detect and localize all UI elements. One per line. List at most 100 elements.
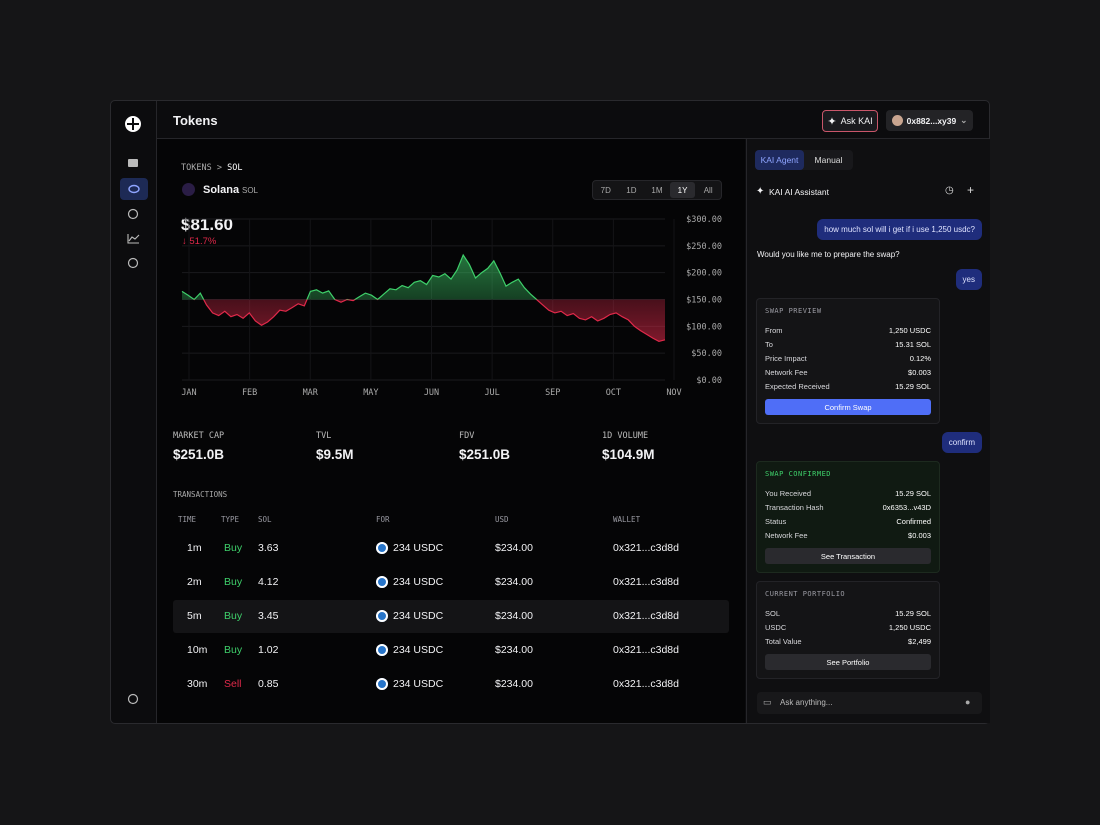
price-change-value: 51.7% [189,236,217,247]
y-tick-label: $0.00 [696,376,722,386]
user-message: how much sol will i get if i use 1,250 u… [817,219,982,240]
tab[interactable]: KAI Agent [755,150,804,170]
breadcrumb-root: TOKENS > [181,163,222,173]
range-selector: 7D 1D 1M 1Y All [592,180,722,200]
token-symbol: SOL [242,186,259,195]
usd-amount-cell: $234.00 [495,542,533,554]
tab[interactable]: Manual [814,155,843,165]
price-line-up [181,253,538,300]
for-amount-cell: 234 USDC [393,576,444,588]
x-tick-label: FEB [242,388,257,398]
nav-nft[interactable] [127,208,139,220]
for-amount-cell: 234 USDC [393,610,444,622]
breadcrumb: TOKENS > SOL [181,163,242,173]
stat-label: MARKET CAP [173,431,225,441]
nav-settings[interactable] [127,693,139,705]
card-row-label: Price Impact [765,353,807,363]
row-highlight [173,600,729,633]
card-row: Network Fee $0.003 [765,528,931,542]
message-card: SWAP PREVIEW From 1,250 USDC To 15.31 SOL Pri… [756,298,940,424]
card-button[interactable]: Confirm Swap [765,399,931,415]
ask-kai-button[interactable]: ✦ Ask KAI [822,110,878,132]
card-row: Status Confirmed [765,514,931,528]
area-up [182,255,665,300]
column-header: TYPE [221,515,240,524]
wallet-address: 0x882...xy39 [906,115,957,126]
usdc-icon [376,610,388,622]
token-name: Solana [203,184,240,196]
card-row-value: $0.003 [908,530,931,540]
card-row-value: 15.29 SOL [895,608,931,618]
card-row-label: SOL [765,608,781,618]
card-row: SOL 15.29 SOL [765,606,931,620]
history-icon[interactable]: ◷ [945,185,954,196]
card-row-value: $2,499 [908,636,931,646]
range-button[interactable]: 7D [600,185,611,195]
page-title: Tokens [173,113,218,128]
range-button[interactable]: 1M [651,185,663,195]
breadcrumb-current: SOL [227,163,243,173]
chat-input[interactable]: ▭ Ask anything... ● [757,692,982,714]
card-row-label: To [765,339,773,349]
y-tick-label: $150.00 [686,296,722,306]
range-button[interactable]: All [703,185,713,195]
nav-tokens[interactable] [128,184,140,194]
assistant-message: Would you like me to prepare the swap? [757,250,900,259]
sol-amount-cell: 3.63 [258,542,279,554]
header [157,101,989,139]
chevron: ⌄ [960,115,968,125]
time-cell: 30m [187,678,208,690]
type-cell: Buy [224,542,243,554]
mic-icon[interactable]: ● [965,697,971,707]
for-amount-cell: 234 USDC [393,678,444,690]
price-change: ↓ 51.7% [182,236,216,247]
type-cell: Buy [224,610,243,622]
card-button[interactable]: See Portfolio [765,654,931,670]
card-row-value: 0x6353...v43D [882,502,931,512]
wallet-cell: 0x321...c3d8d [613,576,679,588]
card-row: Price Impact 0.12% [765,351,931,365]
card-row: Network Fee $0.003 [765,365,931,379]
stat-value: $9.5M [316,447,354,462]
attach-icon[interactable]: ▭ [763,697,772,707]
usdc-icon [376,576,388,588]
card-row-label: Expected Received [765,381,830,391]
card-row: Total Value $2,499 [765,634,931,648]
card-row-value: Confirmed [896,516,931,526]
nav-chart[interactable] [127,234,140,244]
solana-icon [182,183,195,196]
card-button[interactable]: See Transaction [765,548,931,564]
card-row: To 15.31 SOL [765,337,931,351]
nav-history[interactable] [127,257,139,269]
card-row-label: Transaction Hash [765,502,824,512]
time-cell: 10m [187,644,208,656]
column-header: FOR [376,515,390,524]
card-row-value: 15.31 SOL [895,339,931,349]
y-tick-label: $200.00 [686,269,722,279]
range-button[interactable]: 1D [626,185,637,195]
usdc-icon [376,542,388,554]
for-amount-cell: 234 USDC [393,542,444,554]
type-cell: Buy [224,576,243,588]
y-tick-label: $300.00 [686,215,722,225]
x-tick-label: JUL [484,388,499,398]
nav-wallet[interactable] [128,159,138,167]
usd-amount-cell: $234.00 [495,678,533,690]
sidebar [111,101,157,723]
card-row-value: 15.29 SOL [895,488,931,498]
x-tick-label: JAN [181,388,196,398]
wallet-cell: 0x321...c3d8d [613,644,679,656]
wallet-cell: 0x321...c3d8d [613,542,679,554]
time-cell: 2m [187,576,202,588]
assistant-tabs: KAI Agent Manual [755,150,853,170]
price-line-down [193,299,666,343]
type-cell: Sell [224,678,242,690]
ask-kai-label: Ask KAI [840,116,873,126]
wallet-button[interactable]: 0x882...xy39 ⌄ [886,110,973,131]
range-button[interactable]: 1Y [670,182,696,198]
card-row-value: 1,250 USDC [888,325,931,335]
new-chat-icon[interactable]: + [967,183,975,197]
column-header: WALLET [613,515,641,524]
card-row: USDC 1,250 USDC [765,620,931,634]
card-row-label: USDC [765,622,787,632]
